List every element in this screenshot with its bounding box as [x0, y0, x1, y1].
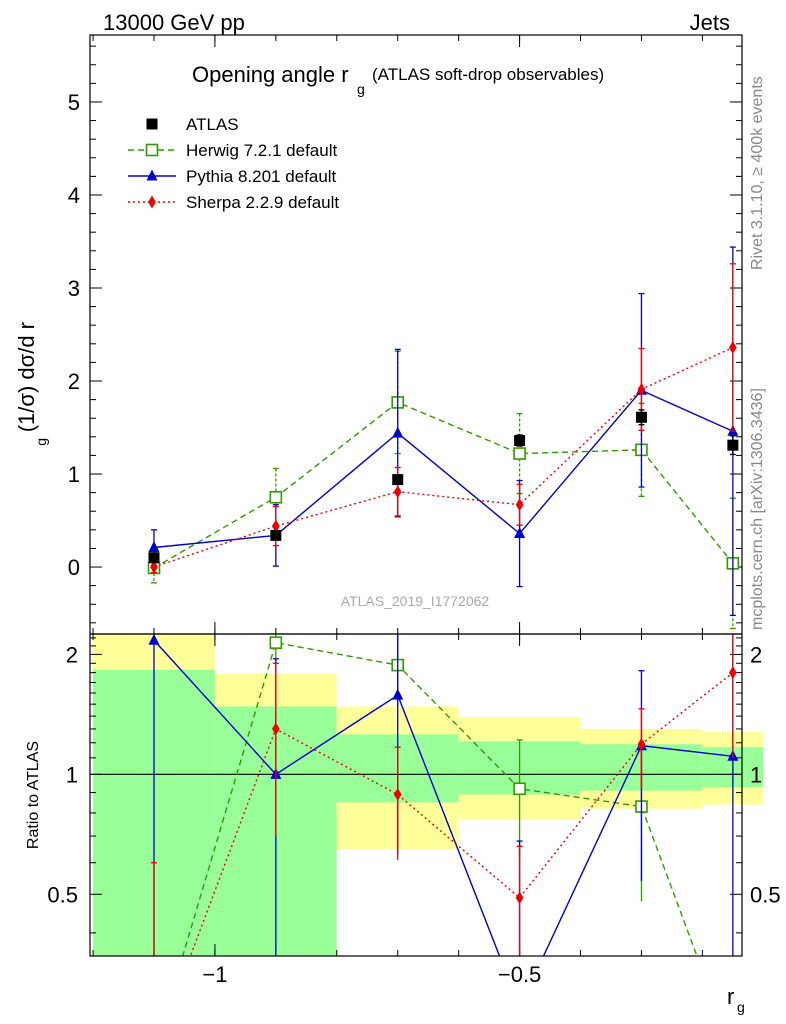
herwig-7-2-1-default-point [269, 490, 283, 504]
y-tick-label: 1 [68, 462, 80, 487]
legend: ATLAS Herwig 7.2.1 default Pythia 8.201 de… [128, 115, 339, 212]
y-tick-label: 3 [68, 276, 80, 301]
header-process: 13000 GeV pp [103, 10, 245, 35]
ratio-sherpa-2-2-9-default-point [515, 891, 524, 905]
x-axis-label-subscript: g [737, 999, 745, 1015]
y-axis-label-subscript: g [33, 438, 49, 446]
legend-item-pythia-8-201-default: Pythia 8.201 default [128, 167, 337, 186]
pythia-8-201-default-line [153, 389, 734, 549]
pythia-8-201-default-point [148, 540, 160, 552]
ratio-y-tick-label: 2 [66, 642, 78, 667]
ratio-series-sherpa-2-2-9-default [150, 634, 737, 956]
x-tick-label: −0.5 [498, 962, 541, 987]
ratio-pythia-8-201-default-line [153, 639, 733, 956]
ratio-pythia-8-201-default-point [148, 634, 160, 645]
ratio-sherpa-2-2-9-default-point [272, 722, 280, 736]
panel-frames [89, 34, 743, 957]
ratio-herwig-7-2-1-default-point [513, 782, 526, 796]
legend-marker-atlas [146, 118, 158, 130]
y-tick-label: 4 [68, 183, 80, 208]
ratio-panel-axes: 0.5 0.5 1 1 2 2 −1 −0.5 [47, 634, 781, 987]
main-panel-axes: 0 1 2 3 4 5 [68, 35, 742, 634]
header-category: Jets [690, 10, 730, 35]
plot-title: Opening angle r [192, 62, 349, 87]
ratio-panel-frame [89, 633, 743, 957]
ratio-y-tick-label: 1 [66, 762, 78, 787]
atlas-point [635, 411, 647, 423]
legend-label-sherpa-2-2-9-default: Sherpa 2.2.9 default [186, 193, 339, 212]
x-tick-label: −1 [202, 962, 227, 987]
ratio-sherpa-2-2-9-default-point [637, 737, 646, 751]
ratio-herwig-7-2-1-default-point [269, 636, 283, 649]
ratio-herwig-7-2-1-default-line [182, 641, 698, 956]
legend-item-atlas: ATLAS [146, 115, 239, 134]
atlas-point [727, 439, 739, 451]
ratio-y-tick-label-right: 1 [750, 762, 762, 787]
legend-marker-sherpa-2-2-9-default [148, 195, 156, 209]
series-herwig-7-2-1-default [147, 350, 740, 630]
main-panel-series [147, 246, 740, 630]
ratio-y-tick-label-right: 0.5 [750, 882, 781, 907]
sherpa-2-2-9-default-point [150, 560, 158, 574]
legend-label-herwig-7-2-1-default: Herwig 7.2.1 default [186, 141, 337, 160]
sherpa-2-2-9-default-point [272, 519, 280, 533]
ratio-y-tick-label-right: 2 [750, 642, 762, 667]
ratio-panel-series [148, 634, 739, 956]
sherpa-2-2-9-default-point [393, 485, 402, 499]
atlas-point [270, 529, 282, 541]
legend-item-herwig-7-2-1-default: Herwig 7.2.1 default [128, 141, 337, 160]
ratio-sherpa-2-2-9-default-point [393, 787, 402, 801]
x-axis-label: r [727, 984, 734, 1009]
ratio-series-clipped [148, 634, 739, 956]
ratio-uncertainty-bands [93, 634, 764, 956]
plot-title-rest: (ATLAS soft-drop observables) [372, 65, 604, 84]
legend-item-sherpa-2-2-9-default: Sherpa 2.2.9 default [128, 193, 339, 212]
sherpa-2-2-9-default-point [637, 382, 646, 396]
legend-label-atlas: ATLAS [186, 115, 239, 134]
pythia-8-201-default-point [514, 527, 526, 539]
y-tick-label: 2 [68, 369, 80, 394]
y-tick-label: 5 [68, 90, 80, 115]
analysis-watermark: ATLAS_2019_I1772062 [341, 593, 490, 609]
ratio-pythia-8-201-default-point [392, 688, 404, 700]
pythia-8-201-default-point [392, 426, 404, 438]
legend-label-pythia-8-201-default: Pythia 8.201 default [186, 167, 337, 186]
legend-marker-pythia-8-201-default [146, 169, 158, 181]
sherpa-2-2-9-default-point [515, 498, 524, 512]
rivet-label: Rivet 3.1.10, ≥ 400k events [749, 76, 766, 270]
ratio-y-axis-label: Ratio to ATLAS [25, 741, 42, 849]
plot-title-main: Opening angle r [192, 62, 349, 87]
series-pythia-8-201-default [148, 246, 739, 617]
legend-marker-herwig-7-2-1-default [145, 143, 159, 157]
series-atlas [148, 409, 739, 564]
ratio-sherpa-2-2-9-default-point [729, 666, 737, 680]
y-axis-label: (1/σ) dσ/d r [14, 322, 39, 432]
ratio-y-tick-label: 0.5 [47, 882, 78, 907]
sherpa-2-2-9-default-line [153, 346, 734, 568]
atlas-point [148, 552, 160, 564]
atlas-point [392, 474, 404, 486]
series-sherpa-2-2-9-default [150, 263, 737, 574]
plot-title-subscript: g [357, 81, 365, 97]
mcplots-label: mcplots.cern.ch [arXiv:1306.3436] [749, 388, 766, 630]
herwig-7-2-1-default-point [513, 447, 526, 460]
sherpa-2-2-9-default-point [729, 341, 737, 355]
herwig-7-2-1-default-line [153, 401, 734, 569]
atlas-point [514, 435, 526, 447]
y-tick-label: 0 [68, 555, 80, 580]
